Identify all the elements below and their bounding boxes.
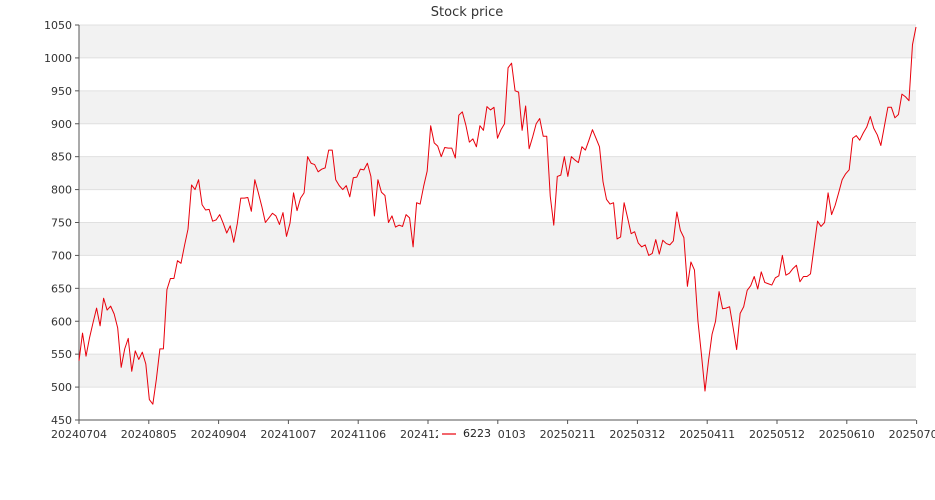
y-tick-label: 750 [51, 217, 72, 230]
y-tick-label: 600 [51, 315, 72, 328]
y-tick-label: 850 [51, 151, 72, 164]
background-band [79, 156, 916, 190]
y-tick-label: 950 [51, 85, 72, 98]
y-tick-label: 550 [51, 348, 72, 361]
x-tick-label: 20250610 [819, 428, 875, 441]
series-group [78, 26, 917, 405]
background-band [79, 288, 916, 322]
x-tick-label: 20250312 [609, 428, 665, 441]
background-band [79, 222, 916, 256]
legend-background [438, 424, 498, 442]
background-band [79, 354, 916, 388]
legend-label-6223: 6223 [463, 427, 491, 440]
x-tick-label: 20250512 [749, 428, 805, 441]
background-band [79, 90, 916, 124]
plot-background-bands [79, 25, 916, 388]
y-tick-label: 1000 [44, 52, 72, 65]
legend[interactable]: 6223 [438, 424, 498, 442]
x-tick-label: 20250211 [540, 428, 596, 441]
y-axis-ticks: 450 500 550 600 650 700 750 800 850 900 950 1000 105… [44, 19, 79, 427]
x-tick-label: 20240704 [51, 428, 107, 441]
y-tick-label: 800 [51, 184, 72, 197]
y-tick-label: 450 [51, 414, 72, 427]
x-axis-ticks: 20240704 20240805 20240904 20241007 20241106… [51, 420, 935, 441]
y-tick-label: 650 [51, 282, 72, 295]
y-tick-label: 700 [51, 249, 72, 262]
chart-title: Stock price [431, 5, 503, 20]
series-line-6223 [78, 26, 917, 405]
x-tick-label: 20241106 [330, 428, 386, 441]
x-tick-label: 20240904 [191, 428, 247, 441]
x-tick-label: 20250709 [889, 428, 935, 441]
background-band [79, 25, 916, 58]
x-tick-label: 20241007 [260, 428, 316, 441]
y-tick-label: 900 [51, 118, 72, 131]
y-tick-label: 500 [51, 381, 72, 394]
x-tick-label: 20240805 [121, 428, 177, 441]
y-tick-label: 1050 [44, 19, 72, 32]
horizontal-gridlines [79, 24, 916, 421]
x-tick-label: 20250411 [679, 428, 735, 441]
